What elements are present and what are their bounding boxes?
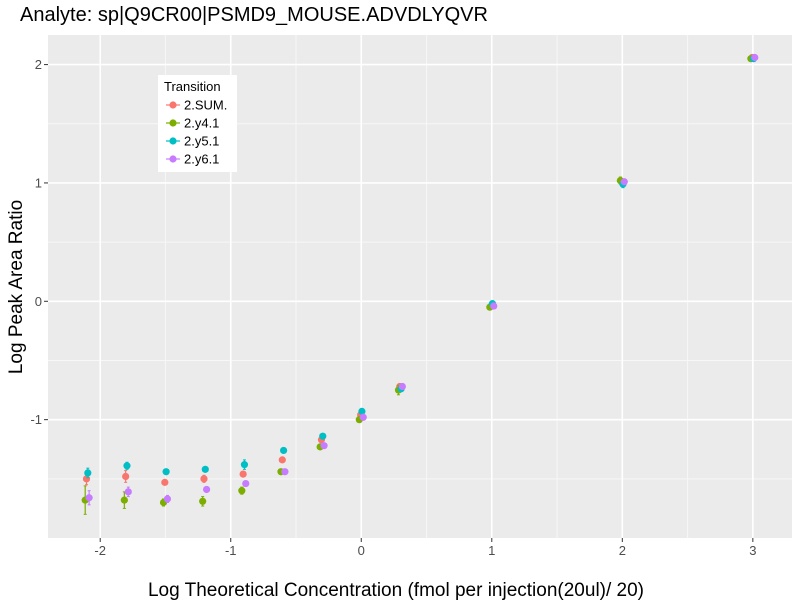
data-point — [319, 432, 327, 440]
y-tick-label: -1 — [30, 412, 42, 427]
data-point — [240, 461, 249, 469]
series-layer — [81, 53, 759, 515]
data-point — [124, 488, 132, 496]
legend-item: 2.y5.1 — [166, 134, 219, 149]
y-tick-label: 1 — [35, 175, 42, 190]
data-point — [200, 475, 208, 483]
legend-title: Transition — [164, 79, 221, 94]
data-point — [280, 446, 288, 455]
legend-key-point — [169, 119, 177, 127]
data-point — [163, 495, 172, 503]
data-point — [358, 407, 366, 415]
y-axis: -1 0 1 2 — [30, 57, 48, 427]
legend-key-point — [169, 137, 177, 145]
data-point — [490, 302, 498, 310]
data-point — [239, 470, 247, 478]
data-point — [82, 475, 91, 483]
x-tick-label: -1 — [225, 543, 237, 558]
legend-label: 2.y4.1 — [184, 116, 219, 131]
data-point — [84, 469, 92, 477]
data-point — [199, 497, 207, 505]
data-point — [281, 468, 289, 476]
chart-title: Analyte: sp|Q9CR00|PSMD9_MOUSE.ADVDLYQVR — [20, 4, 488, 26]
data-point — [123, 462, 131, 470]
y-tick-label: 0 — [35, 294, 42, 309]
data-point — [120, 496, 128, 504]
x-axis-label: Log Theoretical Concentration (fmol per … — [148, 580, 644, 600]
data-point — [122, 472, 130, 481]
legend-key-point — [169, 155, 177, 163]
legend: Transition 2.SUM. 2.y4.1 2.y5.1 2.y6.1 — [158, 75, 237, 172]
legend-item: 2.y4.1 — [166, 116, 219, 131]
x-tick-label: 0 — [358, 543, 365, 558]
major-gridlines — [48, 35, 792, 538]
legend-key-point — [169, 101, 177, 109]
x-tick-label: 1 — [488, 543, 495, 558]
legend-items: 2.SUM. 2.y4.1 2.y5.1 2.y6.1 — [166, 98, 227, 167]
data-point — [161, 478, 169, 486]
data-point — [238, 487, 246, 495]
data-point — [242, 479, 250, 488]
y-axis-label: Log Peak Area Ratio — [6, 200, 27, 374]
series-2.y6.1 — [85, 53, 759, 506]
data-point — [162, 468, 170, 476]
data-point — [398, 382, 406, 391]
x-tick-label: 3 — [749, 543, 756, 558]
legend-item: 2.SUM. — [166, 98, 227, 113]
data-point — [201, 465, 209, 473]
legend-label: 2.y5.1 — [184, 134, 219, 149]
y-tick-label: 2 — [35, 57, 42, 72]
data-point — [320, 442, 328, 450]
x-axis: -2 -1 0 1 2 3 — [94, 538, 756, 558]
data-point — [751, 53, 759, 62]
legend-item: 2.y6.1 — [166, 152, 219, 167]
data-point — [278, 456, 286, 464]
data-point — [620, 178, 628, 186]
data-point — [202, 485, 211, 494]
x-tick-label: 2 — [619, 543, 626, 558]
legend-label: 2.y6.1 — [184, 152, 219, 167]
legend-label: 2.SUM. — [184, 98, 227, 113]
data-point — [359, 413, 367, 421]
x-tick-label: -2 — [94, 543, 106, 558]
data-point — [85, 494, 93, 502]
